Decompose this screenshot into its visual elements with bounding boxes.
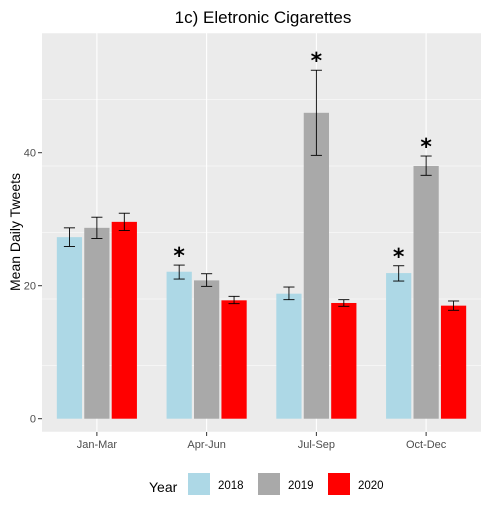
bar-2019-oct-dec xyxy=(413,166,439,419)
legend-title: Year xyxy=(149,479,178,495)
y-axis-title: Mean Daily Tweets xyxy=(7,173,23,291)
legend-label-2018: 2018 xyxy=(218,480,244,492)
bar-2018-jan-mar xyxy=(56,237,83,419)
significance-star: * xyxy=(173,244,185,269)
bars xyxy=(56,112,467,419)
legend-key-2020 xyxy=(328,473,350,495)
x-tick-label: Jul-Sep xyxy=(298,439,335,451)
y-tick-label: 0 xyxy=(30,414,36,426)
significance-markers: * * * * xyxy=(173,49,432,270)
bar-2020-jan-mar xyxy=(111,221,137,419)
y-tick-label: 40 xyxy=(24,148,36,160)
bar-2018-jul-sep xyxy=(276,293,302,419)
x-tick-label: Jan-Mar xyxy=(77,439,118,451)
bar-2018-apr-jun xyxy=(166,271,192,419)
bar-2019-apr-jun xyxy=(194,280,220,419)
legend-key-2018 xyxy=(188,473,210,495)
legend: Year 2018 2019 2020 xyxy=(149,473,384,495)
y-axis: 0 20 40 xyxy=(24,148,42,426)
x-tick-label: Apr-Jun xyxy=(187,439,226,451)
legend-label-2019: 2019 xyxy=(288,480,314,492)
significance-star: * xyxy=(420,135,432,160)
legend-label-2020: 2020 xyxy=(358,480,384,492)
bar-2018-oct-dec xyxy=(386,273,412,419)
legend-key-2019 xyxy=(258,473,280,495)
chart-title: 1c) Eletronic Cigarettes xyxy=(175,8,352,27)
error-bars xyxy=(63,69,460,311)
y-tick-label: 20 xyxy=(24,281,36,293)
bar-2020-oct-dec xyxy=(440,305,467,419)
bar-2019-jul-sep xyxy=(303,112,329,419)
significance-star: * xyxy=(393,245,405,270)
bar-2020-apr-jun xyxy=(221,300,247,419)
bar-2020-jul-sep xyxy=(331,302,357,419)
bar-2019-jan-mar xyxy=(84,227,110,419)
x-axis: Jan-Mar Apr-Jun Jul-Sep Oct-Dec xyxy=(77,432,447,451)
significance-star: * xyxy=(311,49,323,74)
x-tick-label: Oct-Dec xyxy=(406,439,447,451)
